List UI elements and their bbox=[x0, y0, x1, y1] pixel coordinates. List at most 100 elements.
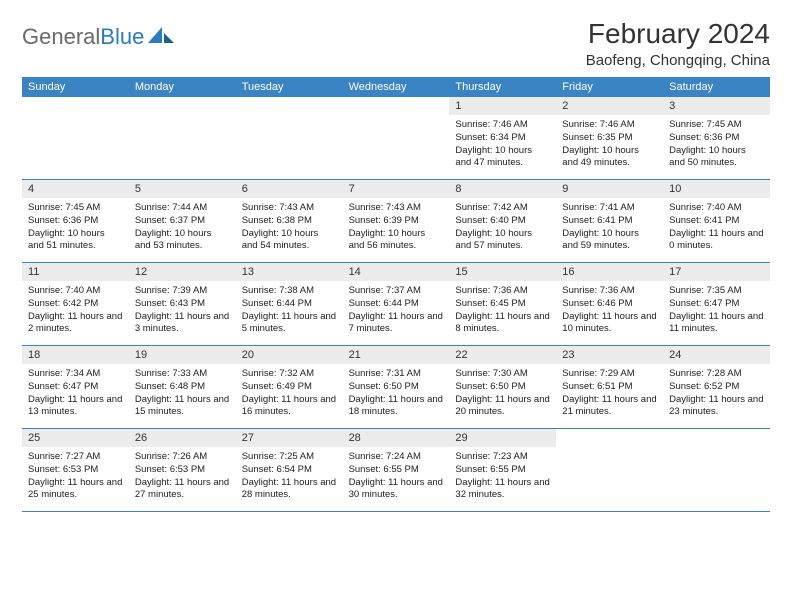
sunrise-text: Sunrise: 7:31 AM bbox=[349, 368, 444, 381]
day-details: Sunrise: 7:37 AMSunset: 6:44 PMDaylight:… bbox=[343, 281, 450, 342]
month-title: February 2024 bbox=[586, 18, 770, 50]
calendar-grid: Sunday Monday Tuesday Wednesday Thursday… bbox=[22, 77, 770, 512]
daylight-text: Daylight: 11 hours and 8 minutes. bbox=[455, 311, 550, 337]
day-cell: 29Sunrise: 7:23 AMSunset: 6:55 PMDayligh… bbox=[449, 429, 556, 511]
sunset-text: Sunset: 6:53 PM bbox=[28, 464, 123, 477]
day-details: Sunrise: 7:42 AMSunset: 6:40 PMDaylight:… bbox=[449, 198, 556, 259]
day-details: Sunrise: 7:40 AMSunset: 6:42 PMDaylight:… bbox=[22, 281, 129, 342]
sunset-text: Sunset: 6:51 PM bbox=[562, 381, 657, 394]
brand-name: GeneralBlue bbox=[22, 24, 144, 50]
day-number: 24 bbox=[663, 346, 770, 364]
day-cell: 21Sunrise: 7:31 AMSunset: 6:50 PMDayligh… bbox=[343, 346, 450, 428]
day-cell: 19Sunrise: 7:33 AMSunset: 6:48 PMDayligh… bbox=[129, 346, 236, 428]
day-cell: 15Sunrise: 7:36 AMSunset: 6:45 PMDayligh… bbox=[449, 263, 556, 345]
sunrise-text: Sunrise: 7:40 AM bbox=[669, 202, 764, 215]
day-details: Sunrise: 7:45 AMSunset: 6:36 PMDaylight:… bbox=[663, 115, 770, 176]
sunrise-text: Sunrise: 7:46 AM bbox=[455, 119, 550, 132]
sunrise-text: Sunrise: 7:35 AM bbox=[669, 285, 764, 298]
sunset-text: Sunset: 6:49 PM bbox=[242, 381, 337, 394]
week-row: 4Sunrise: 7:45 AMSunset: 6:36 PMDaylight… bbox=[22, 180, 770, 263]
sunset-text: Sunset: 6:40 PM bbox=[455, 215, 550, 228]
daylight-text: Daylight: 11 hours and 32 minutes. bbox=[455, 477, 550, 503]
day-number: 6 bbox=[236, 180, 343, 198]
sunset-text: Sunset: 6:34 PM bbox=[455, 132, 550, 145]
sunrise-text: Sunrise: 7:34 AM bbox=[28, 368, 123, 381]
sunset-text: Sunset: 6:48 PM bbox=[135, 381, 230, 394]
day-details: Sunrise: 7:34 AMSunset: 6:47 PMDaylight:… bbox=[22, 364, 129, 425]
day-cell: 16Sunrise: 7:36 AMSunset: 6:46 PMDayligh… bbox=[556, 263, 663, 345]
day-number: 15 bbox=[449, 263, 556, 281]
sunset-text: Sunset: 6:50 PM bbox=[349, 381, 444, 394]
day-details: Sunrise: 7:45 AMSunset: 6:36 PMDaylight:… bbox=[22, 198, 129, 259]
sunrise-text: Sunrise: 7:36 AM bbox=[562, 285, 657, 298]
daylight-text: Daylight: 10 hours and 51 minutes. bbox=[28, 228, 123, 254]
sunrise-text: Sunrise: 7:45 AM bbox=[28, 202, 123, 215]
daylight-text: Daylight: 11 hours and 0 minutes. bbox=[669, 228, 764, 254]
day-number: 29 bbox=[449, 429, 556, 447]
day-cell: 3Sunrise: 7:45 AMSunset: 6:36 PMDaylight… bbox=[663, 97, 770, 179]
day-details: Sunrise: 7:36 AMSunset: 6:46 PMDaylight:… bbox=[556, 281, 663, 342]
sunrise-text: Sunrise: 7:46 AM bbox=[562, 119, 657, 132]
page-header: GeneralBlue February 2024 Baofeng, Chong… bbox=[22, 18, 770, 69]
day-cell: 8Sunrise: 7:42 AMSunset: 6:40 PMDaylight… bbox=[449, 180, 556, 262]
day-number: 14 bbox=[343, 263, 450, 281]
day-details: Sunrise: 7:25 AMSunset: 6:54 PMDaylight:… bbox=[236, 447, 343, 508]
day-details: Sunrise: 7:31 AMSunset: 6:50 PMDaylight:… bbox=[343, 364, 450, 425]
sunset-text: Sunset: 6:45 PM bbox=[455, 298, 550, 311]
sunrise-text: Sunrise: 7:39 AM bbox=[135, 285, 230, 298]
sunset-text: Sunset: 6:39 PM bbox=[349, 215, 444, 228]
day-cell: 28Sunrise: 7:24 AMSunset: 6:55 PMDayligh… bbox=[343, 429, 450, 511]
sunrise-text: Sunrise: 7:33 AM bbox=[135, 368, 230, 381]
week-row: 11Sunrise: 7:40 AMSunset: 6:42 PMDayligh… bbox=[22, 263, 770, 346]
week-row: 1Sunrise: 7:46 AMSunset: 6:34 PMDaylight… bbox=[22, 97, 770, 180]
sunrise-text: Sunrise: 7:36 AM bbox=[455, 285, 550, 298]
day-number: 19 bbox=[129, 346, 236, 364]
day-cell bbox=[663, 429, 770, 511]
daylight-text: Daylight: 10 hours and 47 minutes. bbox=[455, 145, 550, 171]
day-details: Sunrise: 7:36 AMSunset: 6:45 PMDaylight:… bbox=[449, 281, 556, 342]
daylight-text: Daylight: 11 hours and 13 minutes. bbox=[28, 394, 123, 420]
sunset-text: Sunset: 6:37 PM bbox=[135, 215, 230, 228]
sunset-text: Sunset: 6:35 PM bbox=[562, 132, 657, 145]
daylight-text: Daylight: 10 hours and 50 minutes. bbox=[669, 145, 764, 171]
sunrise-text: Sunrise: 7:25 AM bbox=[242, 451, 337, 464]
day-number: 12 bbox=[129, 263, 236, 281]
day-number: 11 bbox=[22, 263, 129, 281]
day-details: Sunrise: 7:43 AMSunset: 6:38 PMDaylight:… bbox=[236, 198, 343, 259]
daylight-text: Daylight: 11 hours and 2 minutes. bbox=[28, 311, 123, 337]
location-text: Baofeng, Chongqing, China bbox=[586, 52, 770, 69]
day-cell: 6Sunrise: 7:43 AMSunset: 6:38 PMDaylight… bbox=[236, 180, 343, 262]
day-details: Sunrise: 7:44 AMSunset: 6:37 PMDaylight:… bbox=[129, 198, 236, 259]
day-details: Sunrise: 7:39 AMSunset: 6:43 PMDaylight:… bbox=[129, 281, 236, 342]
day-number: 26 bbox=[129, 429, 236, 447]
sunrise-text: Sunrise: 7:41 AM bbox=[562, 202, 657, 215]
daylight-text: Daylight: 10 hours and 57 minutes. bbox=[455, 228, 550, 254]
day-number: 8 bbox=[449, 180, 556, 198]
day-cell: 25Sunrise: 7:27 AMSunset: 6:53 PMDayligh… bbox=[22, 429, 129, 511]
day-cell: 22Sunrise: 7:30 AMSunset: 6:50 PMDayligh… bbox=[449, 346, 556, 428]
calendar-page: GeneralBlue February 2024 Baofeng, Chong… bbox=[0, 0, 792, 530]
day-cell: 13Sunrise: 7:38 AMSunset: 6:44 PMDayligh… bbox=[236, 263, 343, 345]
day-details: Sunrise: 7:26 AMSunset: 6:53 PMDaylight:… bbox=[129, 447, 236, 508]
daylight-text: Daylight: 10 hours and 53 minutes. bbox=[135, 228, 230, 254]
sunset-text: Sunset: 6:44 PM bbox=[349, 298, 444, 311]
daylight-text: Daylight: 11 hours and 16 minutes. bbox=[242, 394, 337, 420]
day-cell bbox=[343, 97, 450, 179]
day-cell: 2Sunrise: 7:46 AMSunset: 6:35 PMDaylight… bbox=[556, 97, 663, 179]
weekday-header: Tuesday bbox=[236, 77, 343, 97]
brand-sail-icon bbox=[148, 25, 174, 50]
day-details: Sunrise: 7:46 AMSunset: 6:35 PMDaylight:… bbox=[556, 115, 663, 176]
day-details: Sunrise: 7:35 AMSunset: 6:47 PMDaylight:… bbox=[663, 281, 770, 342]
day-number: 28 bbox=[343, 429, 450, 447]
day-cell: 4Sunrise: 7:45 AMSunset: 6:36 PMDaylight… bbox=[22, 180, 129, 262]
day-cell: 12Sunrise: 7:39 AMSunset: 6:43 PMDayligh… bbox=[129, 263, 236, 345]
sunrise-text: Sunrise: 7:38 AM bbox=[242, 285, 337, 298]
sunset-text: Sunset: 6:46 PM bbox=[562, 298, 657, 311]
day-cell: 1Sunrise: 7:46 AMSunset: 6:34 PMDaylight… bbox=[449, 97, 556, 179]
sunset-text: Sunset: 6:43 PM bbox=[135, 298, 230, 311]
sunrise-text: Sunrise: 7:45 AM bbox=[669, 119, 764, 132]
day-details: Sunrise: 7:23 AMSunset: 6:55 PMDaylight:… bbox=[449, 447, 556, 508]
day-cell: 24Sunrise: 7:28 AMSunset: 6:52 PMDayligh… bbox=[663, 346, 770, 428]
day-cell bbox=[22, 97, 129, 179]
daylight-text: Daylight: 11 hours and 20 minutes. bbox=[455, 394, 550, 420]
